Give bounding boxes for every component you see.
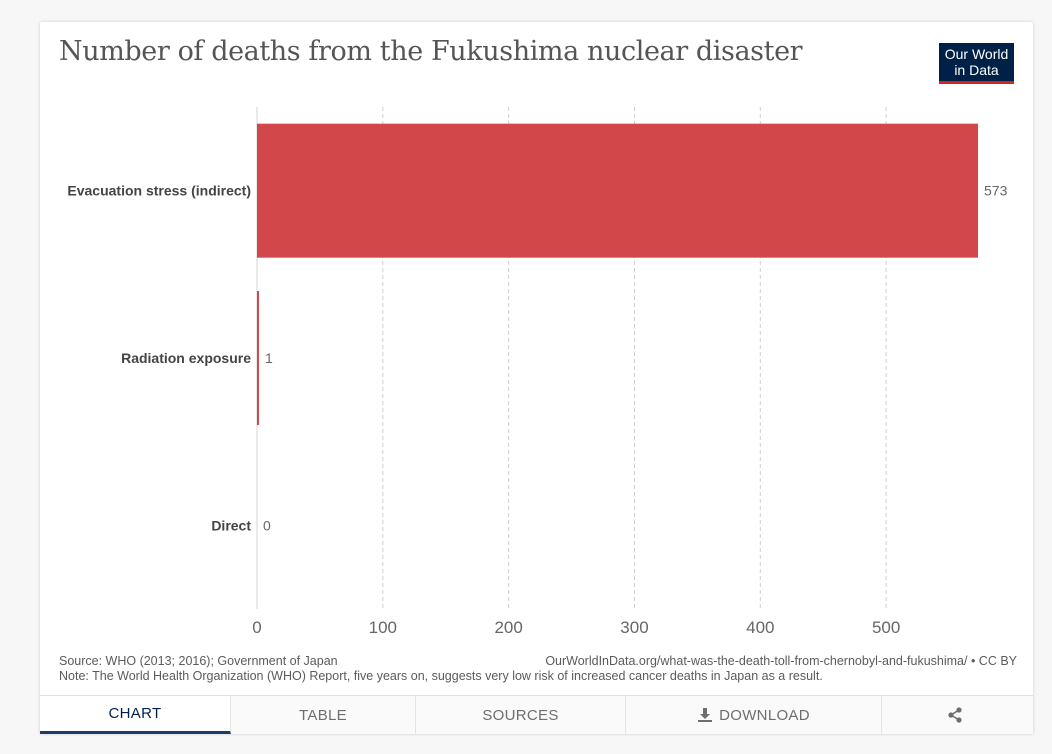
tab-bar: CHART TABLE SOURCES DOWNLOAD: [40, 695, 1033, 734]
logo-line-2: in Data: [954, 62, 999, 78]
share-button[interactable]: [882, 696, 1033, 734]
category-label: Direct: [211, 517, 251, 533]
source-text: Source: WHO (2013; 2016); Government of …: [59, 654, 338, 668]
category-label: Evacuation stress (indirect): [67, 183, 251, 199]
x-tick-label: 0: [252, 618, 261, 637]
tab-download-label: DOWNLOAD: [719, 706, 810, 724]
chart-title: Number of deaths from the Fukushima nucl…: [59, 36, 803, 67]
tab-chart-label: CHART: [108, 705, 162, 722]
x-tick-label: 300: [620, 618, 648, 637]
tab-chart[interactable]: CHART: [40, 696, 231, 734]
x-tick-label: 100: [369, 618, 397, 637]
download-icon: [698, 708, 713, 722]
x-tick-label: 200: [494, 618, 522, 637]
share-icon: [947, 707, 962, 723]
x-tick-label: 400: [746, 618, 774, 637]
x-tick-label: 500: [872, 618, 900, 637]
tab-table-label: TABLE: [299, 706, 347, 724]
value-label: 1: [265, 350, 273, 366]
tab-table[interactable]: TABLE: [231, 696, 416, 734]
tab-sources[interactable]: SOURCES: [416, 696, 626, 734]
value-label: 573: [984, 183, 1008, 199]
bar: [257, 123, 978, 258]
bar: [257, 291, 259, 425]
category-label: Radiation exposure: [121, 350, 251, 366]
logo-line-1: Our World: [944, 46, 1009, 62]
value-label: 0: [263, 517, 271, 533]
bar-chart: 0 100 200 300 400 500 Evacuation stress (indir…: [67, 107, 1008, 637]
note-text: Note: The World Health Organization (WHO…: [59, 669, 823, 683]
owid-logo[interactable]: Our World in Data: [939, 43, 1014, 84]
tab-download[interactable]: DOWNLOAD: [626, 696, 882, 734]
source-url[interactable]: OurWorldInData.org/what-was-the-death-to…: [545, 654, 1017, 668]
chart-card: Number of deaths from the Fukushima nucl…: [40, 22, 1033, 734]
chart-footer: Source: WHO (2013; 2016); Government of …: [59, 654, 1017, 684]
tab-sources-label: SOURCES: [482, 706, 559, 724]
